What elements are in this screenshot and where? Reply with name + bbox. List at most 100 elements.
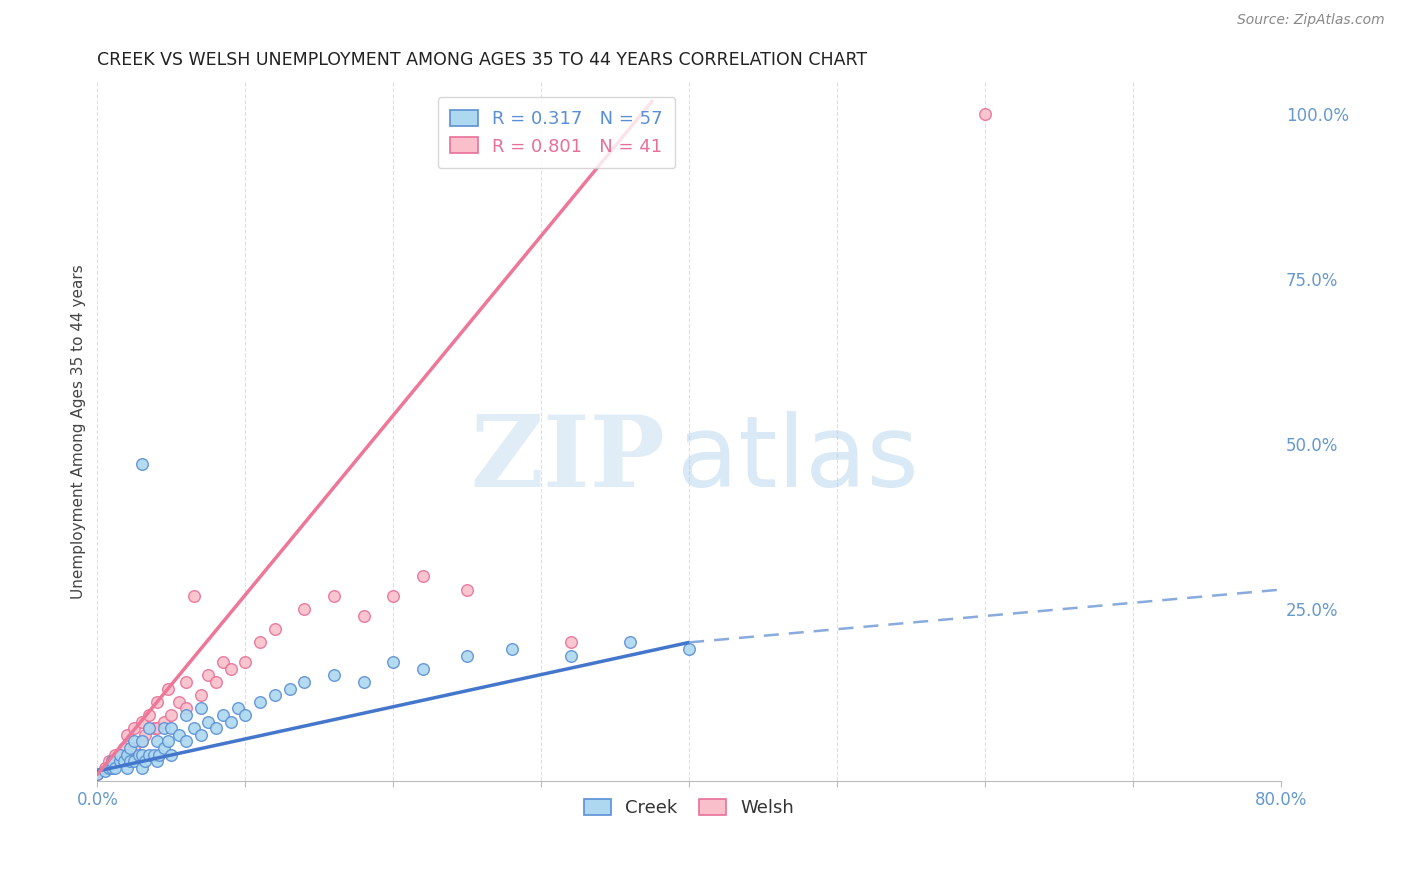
Point [86, 767, 108, 781]
Point [219, 714, 242, 729]
Point [115, 761, 138, 775]
Point [204, 721, 226, 735]
Point [94, 761, 117, 775]
Text: ZIP: ZIP [471, 410, 665, 508]
Point [174, 734, 197, 748]
Point [226, 701, 249, 715]
Point [560, 635, 582, 649]
Point [323, 589, 346, 603]
Point [249, 695, 271, 709]
Point [167, 695, 190, 709]
Point [160, 721, 183, 735]
Point [138, 747, 160, 762]
Point [153, 741, 176, 756]
Point [148, 747, 170, 762]
Text: CREEK VS WELSH UNEMPLOYMENT AMONG AGES 35 TO 44 YEARS CORRELATION CHART: CREEK VS WELSH UNEMPLOYMENT AMONG AGES 3… [97, 51, 868, 69]
Point [382, 655, 405, 669]
Point [131, 734, 153, 748]
Point [112, 741, 135, 756]
Point [678, 642, 700, 657]
Point [264, 622, 287, 636]
Point [128, 747, 150, 762]
Point [108, 747, 131, 762]
Point [619, 635, 641, 649]
Text: atlas: atlas [678, 410, 920, 508]
Point [183, 721, 205, 735]
Point [233, 655, 256, 669]
Point [190, 728, 212, 742]
Point [145, 734, 167, 748]
Point [204, 675, 226, 690]
Point [157, 681, 180, 696]
Point [174, 708, 197, 723]
Point [197, 714, 219, 729]
Point [101, 754, 124, 768]
Point [124, 741, 146, 756]
Point [98, 761, 121, 775]
Point [112, 754, 135, 768]
Point [278, 681, 301, 696]
Point [233, 708, 256, 723]
Point [124, 754, 146, 768]
Point [197, 668, 219, 682]
Point [142, 721, 165, 735]
Point [212, 655, 235, 669]
Point [501, 642, 523, 657]
Point [138, 721, 160, 735]
Point [118, 741, 141, 756]
Point [94, 764, 117, 778]
Point [131, 714, 153, 729]
Point [353, 675, 375, 690]
Point [104, 761, 127, 775]
Point [115, 728, 138, 742]
Point [86, 767, 108, 781]
Point [174, 701, 197, 715]
Point [160, 747, 183, 762]
Point [101, 761, 124, 775]
Point [412, 662, 434, 676]
Point [167, 728, 190, 742]
Point [101, 754, 124, 768]
Point [974, 107, 997, 121]
Point [124, 734, 146, 748]
Point [131, 761, 153, 775]
Point [219, 662, 242, 676]
Point [124, 721, 146, 735]
Point [174, 675, 197, 690]
Point [108, 747, 131, 762]
Point [115, 747, 138, 762]
Point [115, 747, 138, 762]
Point [353, 609, 375, 624]
Y-axis label: Unemployment Among Ages 35 to 44 years: Unemployment Among Ages 35 to 44 years [72, 264, 86, 599]
Point [560, 648, 582, 663]
Point [131, 734, 153, 748]
Point [145, 721, 167, 735]
Point [294, 602, 316, 616]
Point [131, 457, 153, 471]
Point [264, 688, 287, 702]
Point [212, 708, 235, 723]
Point [142, 747, 165, 762]
Text: Source: ZipAtlas.com: Source: ZipAtlas.com [1237, 13, 1385, 28]
Point [131, 747, 153, 762]
Point [323, 668, 346, 682]
Point [134, 754, 156, 768]
Point [294, 675, 316, 690]
Point [153, 714, 176, 729]
Point [108, 754, 131, 768]
Point [118, 754, 141, 768]
Point [249, 635, 271, 649]
Point [98, 754, 121, 768]
Point [190, 701, 212, 715]
Point [134, 728, 156, 742]
Point [160, 708, 183, 723]
Point [456, 648, 478, 663]
Point [153, 721, 176, 735]
Point [412, 569, 434, 583]
Point [183, 589, 205, 603]
Point [104, 747, 127, 762]
Point [138, 708, 160, 723]
Point [157, 734, 180, 748]
Point [456, 582, 478, 597]
Point [190, 688, 212, 702]
